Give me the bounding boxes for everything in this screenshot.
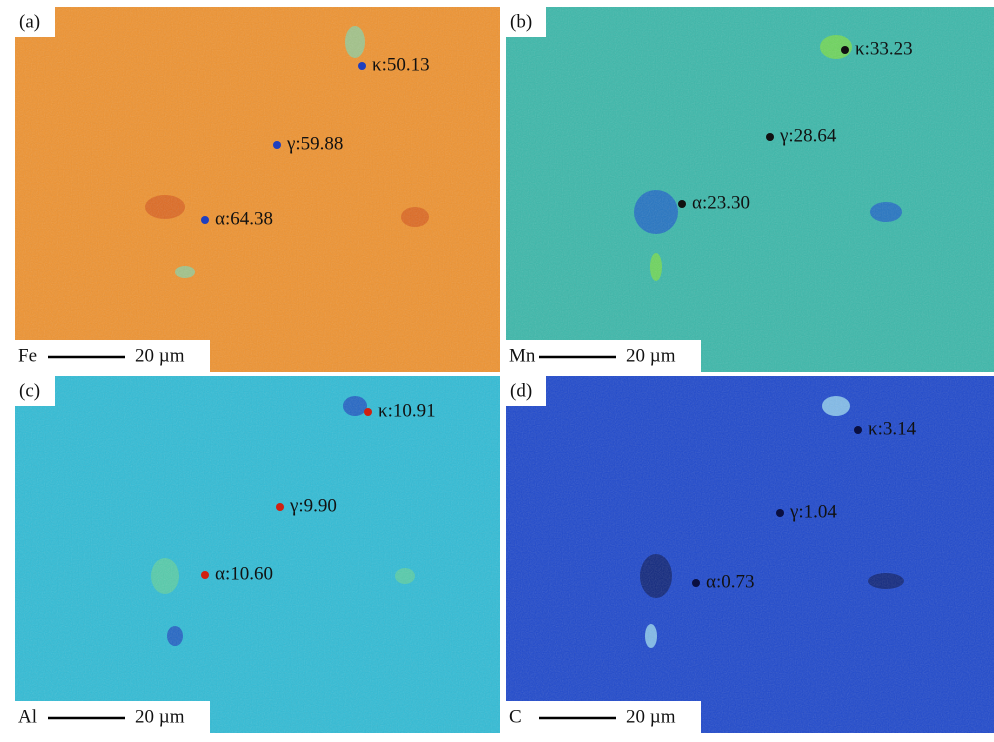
phase-annotation: α:10.60 xyxy=(215,563,273,584)
scale-label: 20 µm xyxy=(626,706,676,727)
panel-label: (a) xyxy=(19,11,40,32)
phase-annotation: κ:10.91 xyxy=(378,400,436,421)
phase-point xyxy=(854,426,862,434)
panel-label: (d) xyxy=(510,380,532,401)
phase-annotation: κ:50.13 xyxy=(372,54,430,75)
map-panel: κ:33.23 γ:28.64 α:23.30 (b) Mn 20 µm xyxy=(506,7,994,372)
phase-annotation: κ:3.14 xyxy=(868,418,917,439)
page: {"panels": [ {"label": "(a)", "element":… xyxy=(0,0,994,737)
phase-annotation: α:23.30 xyxy=(692,192,750,213)
phase-point xyxy=(273,141,281,149)
noise-texture xyxy=(506,7,994,372)
phase-annotation: κ:33.23 xyxy=(855,38,913,59)
figure: κ:50.13 γ:59.88 α:64.38 (a) Fe 20 µm κ:33.23 γ:… xyxy=(0,0,994,737)
map-panel: κ:10.91 γ:9.90 α:10.60 (c) Al 20 µm xyxy=(15,376,500,733)
element-label: Mn xyxy=(509,345,536,366)
scale-label: 20 µm xyxy=(135,345,185,366)
phase-annotation: γ:1.04 xyxy=(789,501,837,522)
panel-label: (b) xyxy=(510,11,532,32)
phase-annotation: γ:28.64 xyxy=(779,125,837,146)
element-label: Fe xyxy=(18,345,37,366)
element-label: C xyxy=(509,706,522,727)
phase-point xyxy=(776,509,784,517)
phase-annotation: α:64.38 xyxy=(215,208,273,229)
map-panel: κ:50.13 γ:59.88 α:64.38 (a) Fe 20 µm xyxy=(15,7,500,372)
element-label: Al xyxy=(18,706,37,727)
phase-point xyxy=(201,571,209,579)
scale-label: 20 µm xyxy=(626,345,676,366)
noise-texture xyxy=(506,376,994,733)
phase-point xyxy=(276,503,284,511)
scale-label: 20 µm xyxy=(135,706,185,727)
phase-point xyxy=(692,579,700,587)
phase-point xyxy=(358,62,366,70)
phase-point xyxy=(841,46,849,54)
phase-annotation: γ:9.90 xyxy=(289,495,337,516)
phase-point xyxy=(201,216,209,224)
phase-annotation: α:0.73 xyxy=(706,571,754,592)
phase-point xyxy=(678,200,686,208)
map-panel: κ:3.14 γ:1.04 α:0.73 (d) C 20 µm xyxy=(506,376,994,733)
panel-label: (c) xyxy=(19,380,40,401)
phase-point xyxy=(364,408,372,416)
phase-annotation: γ:59.88 xyxy=(286,133,343,154)
phase-point xyxy=(766,133,774,141)
noise-texture xyxy=(15,376,500,733)
